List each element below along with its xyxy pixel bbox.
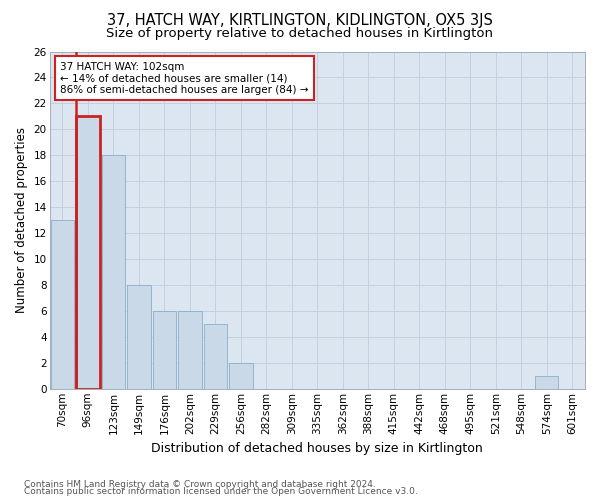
Text: 37 HATCH WAY: 102sqm
← 14% of detached houses are smaller (14)
86% of semi-detac: 37 HATCH WAY: 102sqm ← 14% of detached h…	[60, 62, 309, 95]
Text: Size of property relative to detached houses in Kirtlington: Size of property relative to detached ho…	[107, 28, 493, 40]
Bar	[203, 324, 227, 389]
Text: Contains public sector information licensed under the Open Government Licence v3: Contains public sector information licen…	[24, 487, 418, 496]
Bar	[178, 311, 202, 389]
Bar	[127, 285, 151, 389]
Bar	[76, 116, 100, 389]
Bar	[229, 363, 253, 389]
Y-axis label: Number of detached properties: Number of detached properties	[15, 127, 28, 313]
Bar	[50, 220, 74, 389]
Bar	[535, 376, 559, 389]
Bar	[101, 156, 125, 389]
X-axis label: Distribution of detached houses by size in Kirtlington: Distribution of detached houses by size …	[151, 442, 483, 455]
Bar	[152, 311, 176, 389]
Text: Contains HM Land Registry data © Crown copyright and database right 2024.: Contains HM Land Registry data © Crown c…	[24, 480, 376, 489]
Text: 37, HATCH WAY, KIRTLINGTON, KIDLINGTON, OX5 3JS: 37, HATCH WAY, KIRTLINGTON, KIDLINGTON, …	[107, 12, 493, 28]
